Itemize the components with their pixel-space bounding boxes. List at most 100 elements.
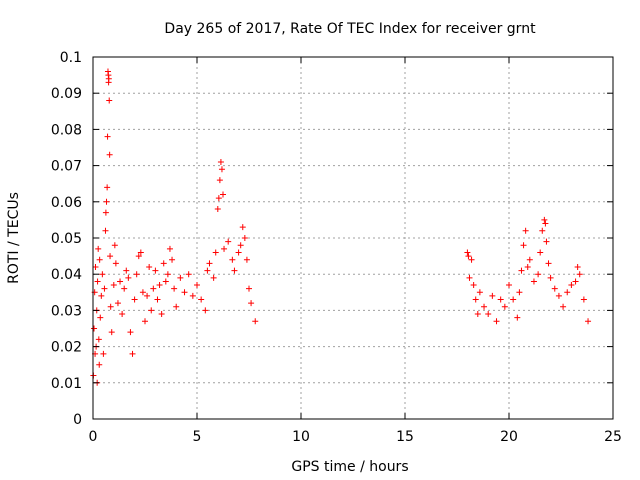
- data-point: [129, 350, 136, 357]
- data-point: [127, 329, 134, 336]
- data-point: [539, 227, 546, 234]
- x-axis-title: GPS time / hours: [291, 459, 408, 475]
- data-point: [580, 296, 587, 303]
- data-point: [229, 256, 236, 263]
- y-tick-label: 0.04: [51, 267, 82, 283]
- data-point: [468, 256, 475, 263]
- data-point: [95, 336, 102, 343]
- data-point: [173, 303, 180, 310]
- data-point: [181, 289, 188, 296]
- data-point: [526, 256, 533, 263]
- data-point: [210, 274, 217, 281]
- data-point: [576, 271, 583, 278]
- data-point: [139, 289, 146, 296]
- data-point: [133, 271, 140, 278]
- data-point: [506, 282, 512, 289]
- data-point: [91, 325, 98, 332]
- data-point: [102, 227, 109, 234]
- data-point: [535, 271, 542, 278]
- data-point: [111, 242, 118, 249]
- data-point: [225, 238, 232, 245]
- y-tick-label: 0.05: [51, 231, 82, 247]
- y-tick-label: 0.1: [60, 50, 82, 66]
- data-point: [481, 303, 488, 310]
- data-point: [221, 245, 228, 252]
- data-point: [551, 285, 558, 292]
- data-point: [94, 278, 101, 285]
- data-point: [493, 318, 500, 325]
- data-point: [185, 271, 192, 278]
- data-point: [235, 249, 242, 256]
- data-point: [162, 278, 169, 285]
- y-tick-label: 0: [73, 412, 82, 428]
- data-point: [95, 245, 102, 252]
- data-point: [107, 253, 114, 260]
- data-point: [137, 249, 144, 256]
- data-point: [103, 198, 110, 205]
- data-point: [148, 307, 155, 314]
- data-point: [135, 253, 142, 260]
- data-point: [524, 263, 531, 270]
- data-point: [215, 195, 222, 202]
- x-tick-label: 25: [604, 429, 622, 445]
- data-point: [164, 271, 171, 278]
- data-point: [216, 177, 223, 184]
- data-point: [220, 191, 226, 198]
- data-point: [572, 278, 579, 285]
- data-point: [104, 184, 111, 191]
- data-point: [146, 263, 153, 270]
- data-point: [497, 296, 504, 303]
- data-point: [106, 97, 113, 104]
- data-point: [547, 274, 554, 281]
- data-point: [166, 245, 173, 252]
- data-point: [541, 216, 548, 223]
- data-point: [564, 289, 571, 296]
- data-point: [514, 314, 521, 321]
- data-point: [189, 292, 196, 299]
- data-point: [252, 318, 259, 325]
- data-point: [96, 256, 103, 263]
- data-point: [510, 296, 517, 303]
- data-point: [125, 274, 132, 281]
- data-point: [237, 242, 244, 249]
- data-point: [476, 289, 483, 296]
- data-point: [501, 303, 508, 310]
- data-point: [107, 303, 114, 310]
- grid: [93, 57, 613, 419]
- data-point: [214, 206, 221, 213]
- data-point: [177, 274, 184, 281]
- data-point: [100, 350, 107, 357]
- data-point: [206, 260, 213, 267]
- x-tick-label: 5: [193, 429, 202, 445]
- data-point: [106, 151, 113, 158]
- y-tick-label: 0.08: [51, 122, 82, 138]
- y-tick-label: 0.03: [51, 303, 82, 319]
- data-point: [542, 220, 549, 227]
- data-point: [246, 285, 252, 292]
- data-point: [99, 271, 106, 278]
- data-point: [152, 267, 159, 274]
- data-point: [114, 300, 121, 307]
- data-point: [466, 274, 473, 281]
- data-point: [560, 303, 567, 310]
- x-tick-label: 15: [396, 429, 414, 445]
- data-point: [522, 227, 529, 234]
- y-tick-label: 0.01: [51, 376, 82, 392]
- data-point: [465, 253, 472, 260]
- data-point: [110, 282, 117, 289]
- data-point: [202, 307, 209, 314]
- y-axis-title: ROTI / TECUs: [6, 192, 22, 284]
- data-point: [239, 224, 246, 231]
- data-point: [102, 209, 109, 216]
- data-point: [555, 292, 562, 299]
- data-point: [520, 242, 527, 249]
- data-point: [158, 311, 165, 318]
- data-point: [212, 249, 219, 256]
- data-point: [472, 296, 479, 303]
- data-point: [470, 282, 477, 289]
- data-point: [243, 256, 250, 263]
- data-point: [198, 296, 205, 303]
- data-point: [568, 282, 575, 289]
